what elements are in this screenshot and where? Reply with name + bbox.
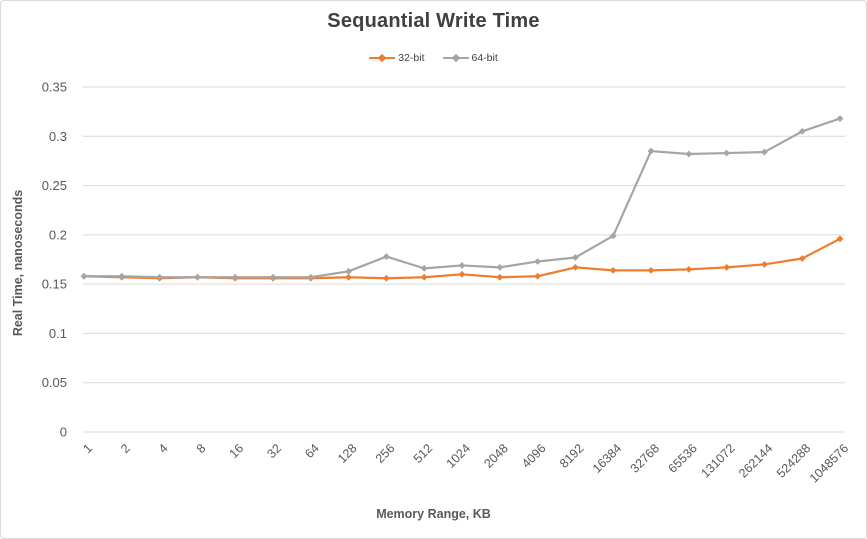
data-point-64-bit [572,254,579,261]
legend-label-32-bit: 32-bit [398,52,425,64]
data-point-64-bit [231,273,239,281]
x-tick-label: 16 [227,441,247,461]
data-point-32-bit [496,273,504,281]
data-point-64-bit [156,273,163,281]
x-tick-label: 262144 [736,441,775,480]
y-tick-label: 0.15 [42,277,67,292]
y-tick-label: 0.05 [42,375,67,390]
chart-title: Sequantial Write Time [327,10,540,32]
data-point-64-bit [345,267,352,275]
y-tick-label: 0.35 [42,80,67,95]
data-point-64-bit [307,273,315,281]
data-point-32-bit [723,263,730,271]
y-tick-label: 0.3 [49,129,67,144]
data-point-32-bit [345,273,352,281]
data-point-32-bit [647,266,655,274]
y-axis-title: Real Time, nanoseconds [11,190,25,336]
x-tick-label: 64 [302,441,322,461]
data-point-32-bit [836,235,844,243]
x-tick-label: 1 [80,441,95,456]
data-point-64-bit [269,273,277,281]
legend-label-64-bit: 64-bit [471,52,498,64]
data-point-32-bit [383,274,390,282]
data-point-32-bit [609,266,617,274]
x-axis-title: Memory Range, KB [376,507,491,521]
x-tick-label: 2048 [481,441,511,471]
legend-item-64-bit: 64-bit [442,52,498,64]
series-line-64-bit [82,117,842,279]
data-point-32-bit [534,272,541,280]
data-point-64-bit [836,115,844,122]
data-point-64-bit [80,272,88,280]
y-tick-label: 0 [60,425,67,440]
data-point-32-bit [458,270,466,278]
data-point-64-bit [723,149,730,157]
data-point-64-bit [798,127,806,135]
legend: 32-bit 64-bit [1,52,866,64]
y-tick-label: 0.25 [42,178,67,193]
x-tick-label: 131072 [698,441,737,480]
x-tick-label: 65536 [665,441,700,476]
data-point-32-bit [420,273,428,281]
x-tick-label: 8192 [557,441,587,471]
x-tick-label: 128 [335,441,360,466]
x-tick-label: 4096 [519,441,549,471]
x-tick-label: 32 [264,441,284,461]
legend-line-marker-icon [442,53,469,63]
x-tick-label: 256 [373,441,398,466]
x-tick-label: 16384 [590,441,625,476]
data-point-64-bit [685,150,693,158]
data-point-32-bit [572,263,579,271]
data-point-64-bit [458,262,466,269]
data-point-64-bit [194,273,201,281]
data-point-64-bit [761,148,768,156]
x-tick-label: 8 [194,441,209,456]
x-tick-label: 32768 [628,441,663,476]
data-point-64-bit [118,272,126,280]
y-tick-label: 0.2 [49,227,67,242]
data-point-64-bit [383,253,390,260]
x-tick-label: 1048576 [807,441,851,485]
data-point-64-bit [496,263,504,271]
x-tick-label: 2 [118,441,133,456]
x-tick-label: 4 [156,441,171,456]
x-tick-label: 512 [411,441,436,466]
data-point-64-bit [420,264,428,272]
data-point-64-bit [534,258,541,265]
data-point-64-bit [609,232,617,240]
data-point-32-bit [685,265,693,273]
data-point-64-bit [647,147,655,155]
data-point-32-bit [761,261,768,268]
legend-line-marker-icon [369,53,396,63]
y-tick-label: 0.1 [49,326,67,341]
legend-item-32-bit: 32-bit [369,52,425,64]
x-tick-label: 1024 [444,441,474,471]
